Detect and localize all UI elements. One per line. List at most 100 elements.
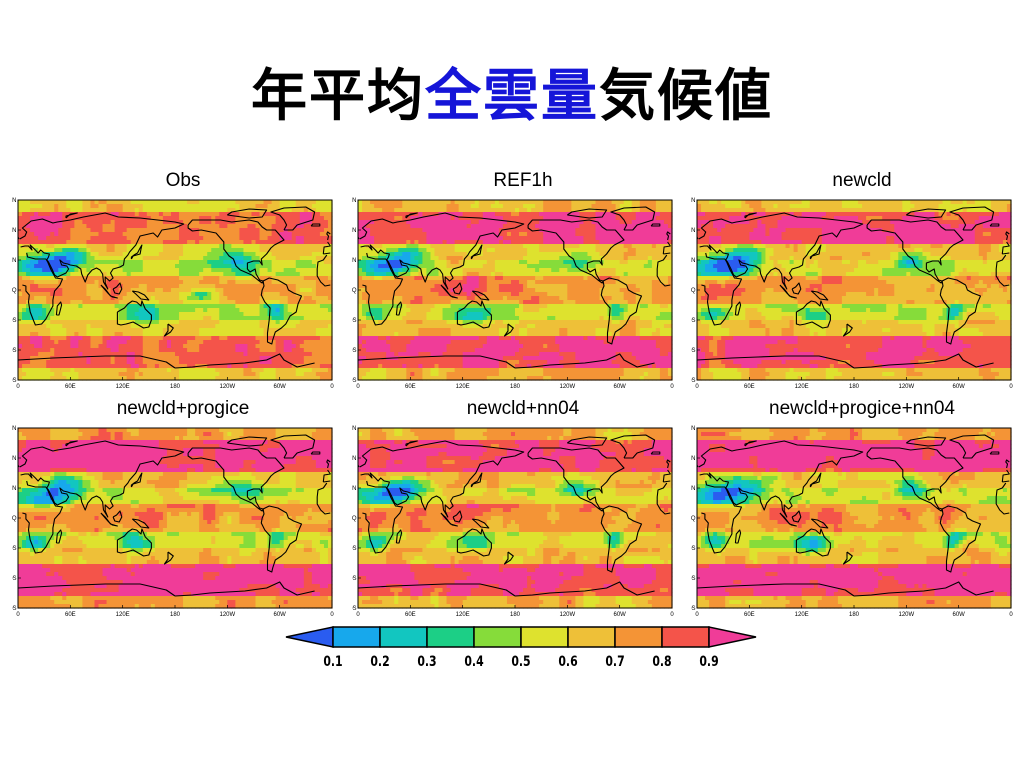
- coastline: [696, 355, 855, 369]
- coastline: [662, 469, 671, 483]
- coastline: [65, 440, 78, 447]
- lat-tick-label: EQ: [352, 288, 357, 294]
- coastline: [656, 254, 668, 270]
- coastline: [503, 551, 514, 565]
- lat-tick-label: 30N: [12, 258, 17, 264]
- colorbar-box: [614, 626, 663, 648]
- lat-tick-label: 60S: [691, 576, 696, 582]
- coastline: [130, 472, 143, 488]
- cloud-map: 90N60N30NEQ30S60S90S060E120E180120W60W0: [12, 426, 334, 617]
- colorbar-label: 0.3: [417, 653, 436, 670]
- colorbar-box: [520, 626, 569, 648]
- colorbar-label: 0.4: [464, 653, 484, 670]
- coastline: [610, 434, 656, 459]
- lat-tick-label: 90S: [12, 378, 17, 384]
- lon-tick-label: 0: [16, 384, 20, 389]
- lat-tick-label: 30S: [352, 546, 357, 552]
- lon-tick-label: 60W: [613, 384, 626, 389]
- lon-tick-label: 0: [330, 612, 334, 617]
- lon-tick-label: 0: [330, 384, 334, 389]
- coastline: [260, 277, 303, 345]
- colorbar-box: [332, 626, 381, 648]
- coastline: [779, 284, 797, 299]
- coastline: [853, 353, 994, 369]
- coastline: [17, 583, 176, 597]
- lon-tick-label: 120E: [116, 384, 130, 389]
- coastline: [100, 284, 118, 299]
- lon-tick-label: 60E: [405, 612, 416, 617]
- lon-tick-label: 120E: [456, 612, 470, 617]
- colorbar: 0.1 0.2 0.3 0.4 0.5 0.6 0.7 0.8 0.9: [285, 626, 757, 670]
- cloud-map: 90N60N30NEQ30S60S90S060E120E180120W60W0: [691, 426, 1013, 617]
- coastline: [791, 282, 802, 295]
- lat-tick-label: 90S: [352, 378, 357, 384]
- lon-tick-label: 180: [849, 384, 860, 389]
- coastline: [905, 208, 947, 219]
- coastline: [65, 212, 78, 219]
- lat-tick-label: EQ: [691, 288, 696, 294]
- lat-tick-label: 90N: [691, 426, 696, 432]
- coastline: [600, 505, 643, 573]
- lat-tick-label: 90S: [352, 606, 357, 612]
- coastline: [322, 469, 331, 483]
- lat-tick-label: 60S: [12, 576, 17, 582]
- colorbar-label: 0.8: [652, 653, 671, 670]
- colorbar-label: 0.6: [558, 653, 578, 670]
- coastline: [810, 518, 829, 529]
- cloud-map: 90N60N30NEQ30S60S90S060E120E180120W60W0: [691, 198, 1013, 389]
- lon-tick-label: 60E: [65, 384, 76, 389]
- lat-tick-label: EQ: [352, 516, 357, 522]
- coastline: [650, 451, 661, 455]
- lat-tick-label: 90N: [352, 198, 357, 204]
- lon-tick-label: 120W: [559, 384, 575, 389]
- lat-tick-label: 90N: [352, 426, 357, 432]
- coastline: [131, 518, 150, 529]
- lon-tick-label: 180: [510, 384, 521, 389]
- cloud-map: 90N60N30NEQ30S60S90S060E120E180120W60W0: [352, 198, 674, 389]
- coastline: [866, 447, 964, 512]
- lat-tick-label: 60N: [691, 456, 696, 462]
- lon-tick-label: 0: [1009, 612, 1013, 617]
- lat-tick-label: 90S: [12, 606, 17, 612]
- lon-tick-label: 60E: [65, 612, 76, 617]
- coastline: [949, 206, 995, 231]
- coastline: [791, 510, 802, 523]
- lat-tick-label: EQ: [12, 516, 17, 522]
- coastline: [514, 353, 655, 369]
- coastline: [470, 472, 483, 488]
- coastline: [456, 300, 492, 329]
- map-panel-obs: Obs 90N60N30NEQ30S60S90S060E120E180120W6…: [12, 170, 348, 389]
- lat-tick-label: 90N: [12, 198, 17, 204]
- coastline: [326, 459, 331, 469]
- lon-tick-label: 120E: [795, 612, 809, 617]
- title-part-2: 全雲量: [425, 62, 599, 132]
- coastline: [226, 436, 268, 447]
- lat-tick-label: 60N: [352, 456, 357, 462]
- coastline: [270, 434, 316, 459]
- coastline: [260, 505, 303, 573]
- lat-tick-label: EQ: [691, 516, 696, 522]
- lat-tick-label: 60N: [691, 228, 696, 234]
- lat-tick-label: 30N: [691, 486, 696, 492]
- lon-tick-label: 0: [16, 612, 20, 617]
- coastline: [656, 497, 671, 515]
- coastline: [939, 277, 982, 345]
- coastline: [989, 223, 1000, 227]
- coastline: [163, 551, 174, 565]
- lon-tick-label: 0: [670, 384, 674, 389]
- coastline: [866, 219, 964, 284]
- coastline: [734, 301, 742, 316]
- lat-tick-label: 30S: [352, 318, 357, 324]
- coastline: [662, 241, 671, 255]
- lon-tick-label: 120E: [116, 612, 130, 617]
- coastline: [666, 231, 671, 241]
- lon-tick-label: 0: [670, 612, 674, 617]
- lon-tick-label: 0: [356, 384, 360, 389]
- colorbar-box: [426, 626, 475, 648]
- coastline: [316, 482, 328, 498]
- panel-title: REF1h: [358, 170, 688, 192]
- lat-tick-label: 90S: [691, 378, 696, 384]
- colorbar-label: 0.2: [370, 653, 389, 670]
- coastline: [405, 440, 418, 447]
- lat-tick-label: 30N: [352, 486, 357, 492]
